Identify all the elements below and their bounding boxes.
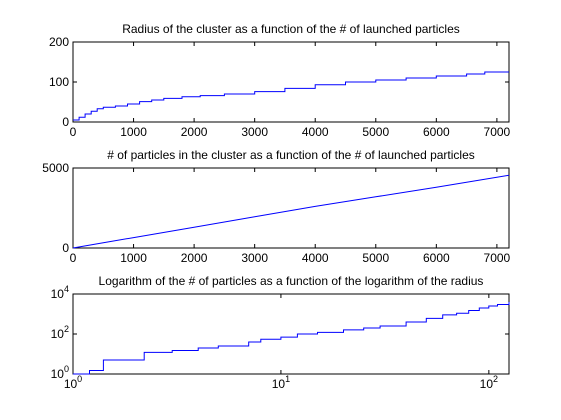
y-tick-label: 100 [51,364,69,381]
x-tick-label: 3000 [241,125,268,139]
x-tick-label: 100 [64,374,82,391]
series-line-2-1 [72,174,510,249]
subplot-2: # of particles in the cluster as a funct… [42,148,510,265]
x-tick-label: 4000 [302,125,329,139]
y-tick-label: 5000 [42,161,69,175]
x-tick-label: 5000 [362,251,389,265]
x-tick-label: 0 [70,251,77,265]
x-tick-label: 1000 [120,251,147,265]
x-tick-label: 2000 [181,251,208,265]
chart-title-3: Logarithm of the # of particles as a fun… [99,274,484,288]
x-tick-label: 0 [70,125,77,139]
y-tick-label: 0 [62,115,69,129]
y-tick-label: 0 [62,241,69,255]
x-tick-label: 6000 [423,251,450,265]
subplot-3: Logarithm of the # of particles as a fun… [51,274,510,391]
y-tick-label: 200 [49,35,69,49]
plot-area-1 [72,41,510,123]
plot-area-2 [72,167,510,249]
chart-title-2: # of particles in the cluster as a funct… [107,148,475,162]
y-tick-label: 104 [51,284,69,301]
series-line-1-1 [73,71,509,121]
x-tick-label: 5000 [362,125,389,139]
x-tick-label: 1000 [120,125,147,139]
series-line-3-1 [73,302,510,375]
x-tick-label: 2000 [181,125,208,139]
y-tick-label: 100 [49,75,69,89]
x-tick-label: 102 [480,374,498,391]
x-tick-label: 7000 [484,125,511,139]
x-tick-label: 3000 [241,251,268,265]
y-tick-label: 102 [51,324,69,341]
x-tick-label: 6000 [423,125,450,139]
x-tick-label: 101 [272,374,290,391]
chart-title-1: Radius of the cluster as a function of t… [122,22,460,36]
subplot-1: Radius of the cluster as a function of t… [49,22,511,139]
plot-area-3 [72,293,510,375]
x-tick-label: 7000 [484,251,511,265]
x-tick-label: 4000 [302,251,329,265]
